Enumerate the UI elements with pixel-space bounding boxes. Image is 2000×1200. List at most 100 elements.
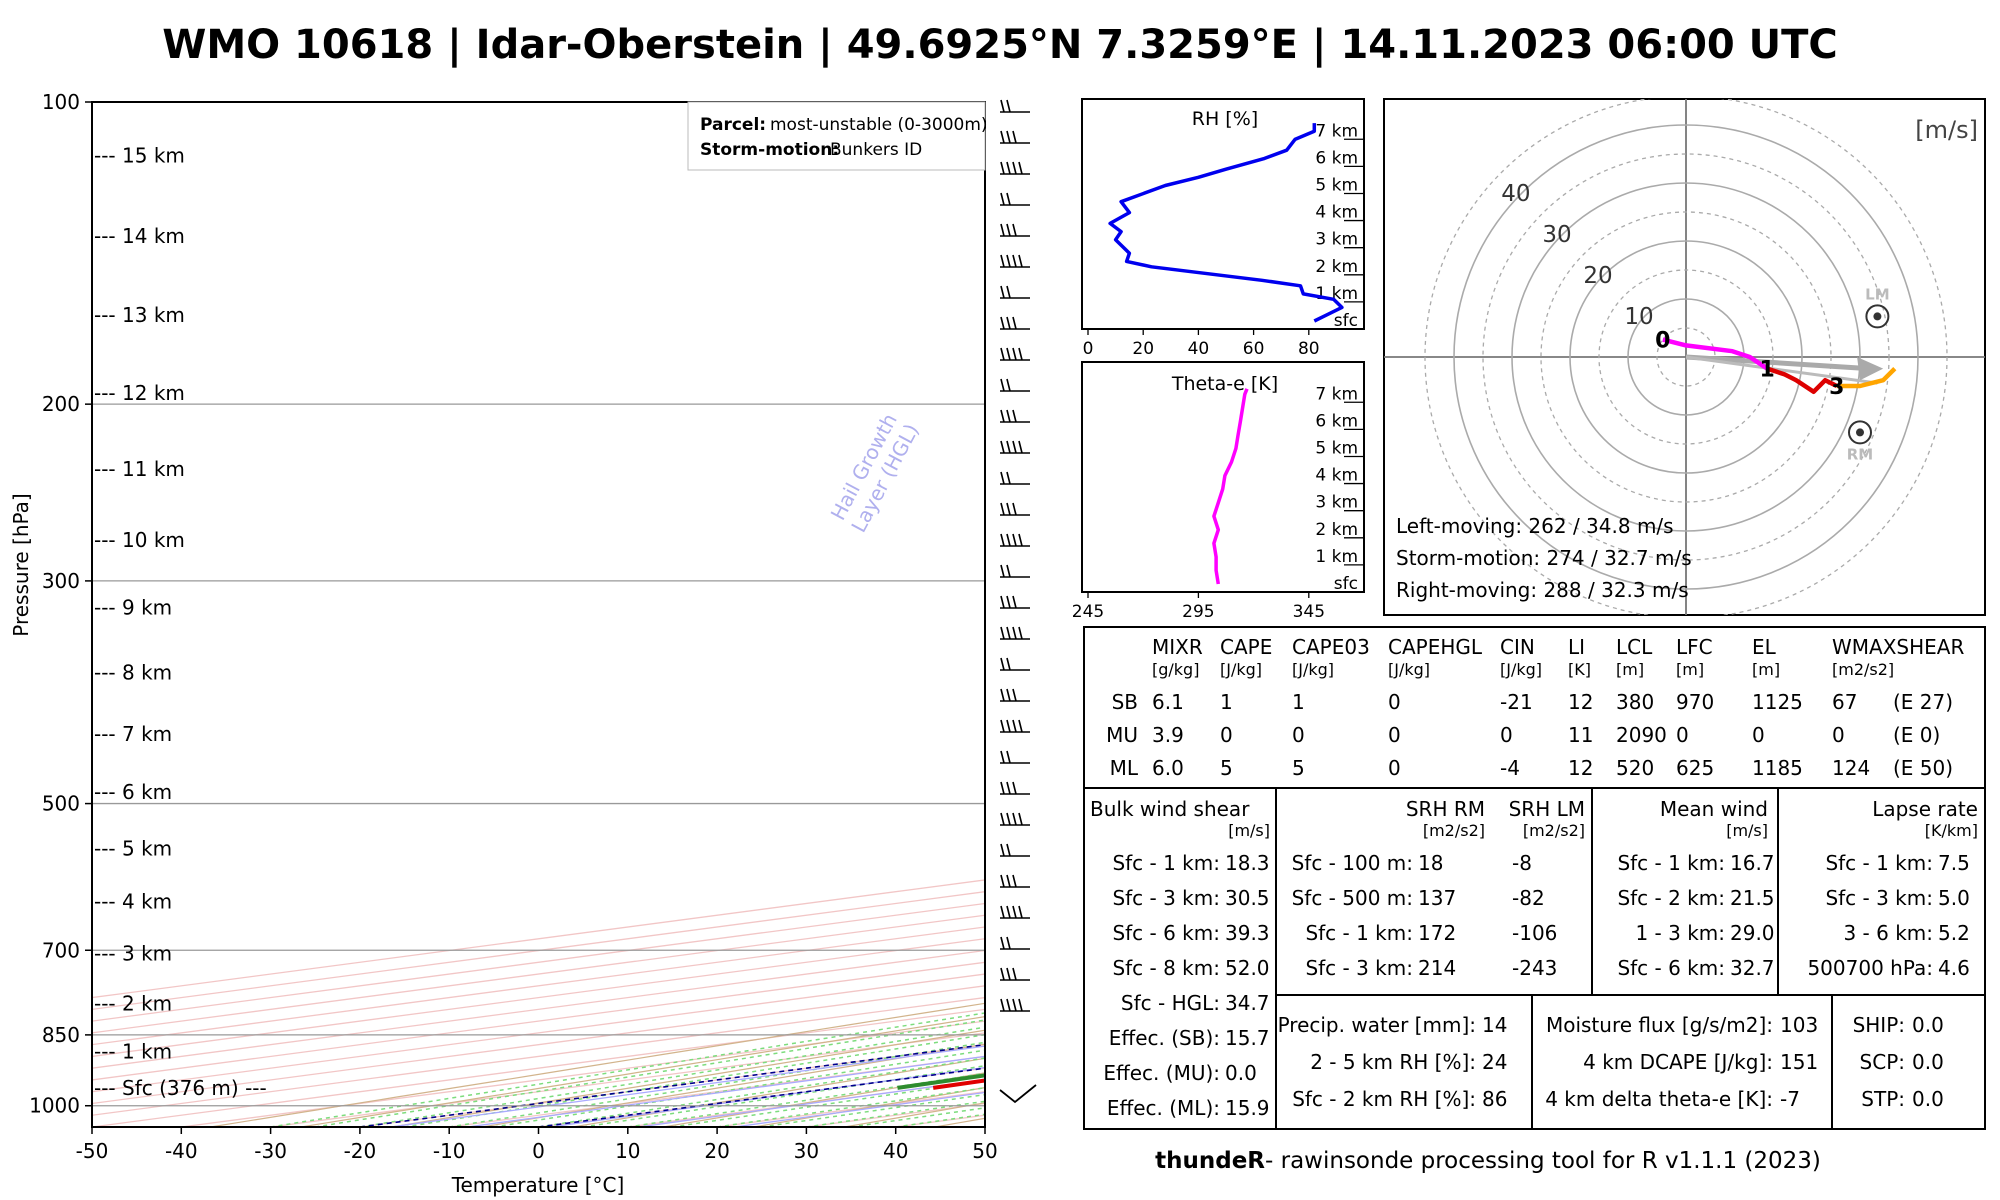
rh-x-label: 0	[1083, 339, 1094, 359]
height-label: --- 1 km	[94, 1039, 172, 1063]
wind-barb-tick	[1006, 564, 1011, 578]
t-tick-label: 20	[704, 1139, 729, 1163]
mixing-ratio-line	[390, 1045, 985, 1127]
wind-barb-tick	[1018, 347, 1023, 361]
wind-barb-tick	[1012, 161, 1017, 175]
hodo-ring	[1511, 182, 1861, 532]
thetae-profile	[1212, 388, 1249, 585]
hodo-ring	[1453, 124, 1919, 590]
t-tick-label: -30	[254, 1139, 287, 1163]
row-value: -4	[1500, 756, 1520, 780]
mixing-ratio-line	[638, 1078, 985, 1127]
wind-barb-tick	[1006, 130, 1011, 144]
hodograph-marker: 1	[1760, 358, 1775, 383]
wind-barb-tick	[1000, 99, 1005, 113]
param-header: LCL	[1616, 635, 1653, 659]
wind-barb-tick	[1012, 440, 1017, 454]
storm-marker-ring	[1865, 304, 1890, 329]
shear-value: 18.3	[1225, 851, 1270, 875]
thetae-height-label: 5 km	[1315, 438, 1358, 458]
shear-key: Sfc - 6 km:	[1112, 921, 1220, 945]
mean-wind-title: Mean wind	[1660, 797, 1768, 821]
wind-barb-tick	[1006, 254, 1011, 268]
wind-barb-tick	[1000, 502, 1005, 516]
mean-wind-vector	[1685, 355, 1878, 385]
thetae-panel: Theta-e [K] 7 km 6 km 5 km 4 km 3 km 2 km 1 km…	[1072, 361, 1365, 622]
mean-wind-key: 1 - 3 km:	[1635, 921, 1725, 945]
shear-key: Effec. (ML):	[1107, 1096, 1220, 1120]
row-value: 0	[1388, 723, 1401, 747]
param-header: LI	[1568, 635, 1585, 659]
row-value: 970	[1676, 690, 1714, 714]
t-tick-label: -50	[76, 1139, 109, 1163]
param-header: WMAXSHEAR	[1832, 635, 1964, 659]
wind-barb-tick	[1006, 967, 1011, 981]
param-header: EL	[1752, 635, 1777, 659]
height-label: --- 9 km	[94, 596, 172, 620]
isotherm	[92, 879, 985, 999]
height-label: --- 10 km	[94, 528, 185, 552]
row-label: ML	[1110, 756, 1139, 780]
moisture-value: 24	[1482, 1050, 1507, 1074]
storm-motion-text: Storm-motion: 274 / 32.7 m/s	[1396, 546, 1692, 570]
wind-barb-tick	[1006, 874, 1011, 888]
wind-barbs	[999, 99, 1037, 1104]
mean-wind-key: Sfc - 6 km:	[1617, 956, 1725, 980]
wind-barb-tick	[1006, 812, 1011, 826]
rh-height-label: 4 km	[1315, 203, 1358, 223]
rh-x-label: 60	[1243, 339, 1265, 359]
wind-barb-tick	[1006, 316, 1011, 330]
shear-value: 0.0	[1225, 1061, 1257, 1085]
legend-storm-key: Storm-motion:	[700, 140, 839, 160]
srh-rm-value: 137	[1418, 886, 1456, 910]
hodo-ring-label: 10	[1624, 304, 1653, 330]
wind-barb-tick	[1000, 533, 1005, 547]
row-value: -21	[1500, 690, 1533, 714]
thetae-height-label: 4 km	[1315, 466, 1358, 486]
srh-lm-value: -243	[1512, 956, 1557, 980]
wind-barb-tick	[1006, 688, 1011, 702]
param-unit: [J/kg]	[1220, 660, 1262, 679]
thetae-x-label: 245	[1072, 602, 1104, 622]
wind-barb-tick	[1000, 471, 1005, 485]
row-value: (E 50)	[1893, 756, 1953, 780]
wind-barb-tick	[1000, 347, 1005, 361]
height-label: --- Sfc (376 m) ---	[94, 1076, 267, 1100]
wind-barb-tick	[1006, 471, 1011, 485]
wind-barb-tick	[1000, 967, 1005, 981]
row-value: 0	[1500, 723, 1513, 747]
storm-marker-dot	[1873, 312, 1882, 321]
param-header: CIN	[1500, 635, 1535, 659]
srh-lm-value: -82	[1512, 886, 1545, 910]
legend-parcel-value: most-unstable (0-3000m)	[770, 115, 988, 135]
wind-barb-tick	[1006, 998, 1011, 1012]
height-label: --- 6 km	[94, 780, 172, 804]
wind-barb-tick	[1012, 254, 1017, 268]
row-value: 0	[1292, 723, 1305, 747]
flux-value: -7	[1780, 1087, 1800, 1111]
thetae-height-label: 3 km	[1315, 493, 1358, 513]
srh-rm-value: 172	[1418, 921, 1456, 945]
wind-barb-tick	[1000, 192, 1005, 206]
wind-barb-tick	[1000, 750, 1005, 764]
flux-value: 103	[1780, 1013, 1818, 1037]
row-value: (E 27)	[1893, 690, 1953, 714]
param-unit: [m2/s2]	[1832, 660, 1894, 679]
height-label: --- 7 km	[94, 722, 172, 746]
param-header: CAPE	[1220, 635, 1272, 659]
shear-value: 52.0	[1225, 956, 1270, 980]
moisture-value: 14	[1482, 1013, 1507, 1037]
row-value: 5	[1292, 756, 1305, 780]
height-label: --- 12 km	[94, 381, 185, 405]
height-label: --- 2 km	[94, 992, 172, 1016]
p-tick-label: 850	[42, 1023, 80, 1047]
srh-unit: [m2/s2]	[1523, 821, 1585, 840]
storm-marker-label: RM	[1847, 445, 1873, 463]
wind-barb-tick	[1012, 595, 1017, 609]
moist-adiabat	[270, 1012, 985, 1127]
dry-adiabat	[210, 1002, 985, 1127]
param-unit: [J/kg]	[1500, 660, 1542, 679]
mean-wind-value: 21.5	[1730, 886, 1775, 910]
hodo-ring-label: 40	[1501, 181, 1530, 207]
